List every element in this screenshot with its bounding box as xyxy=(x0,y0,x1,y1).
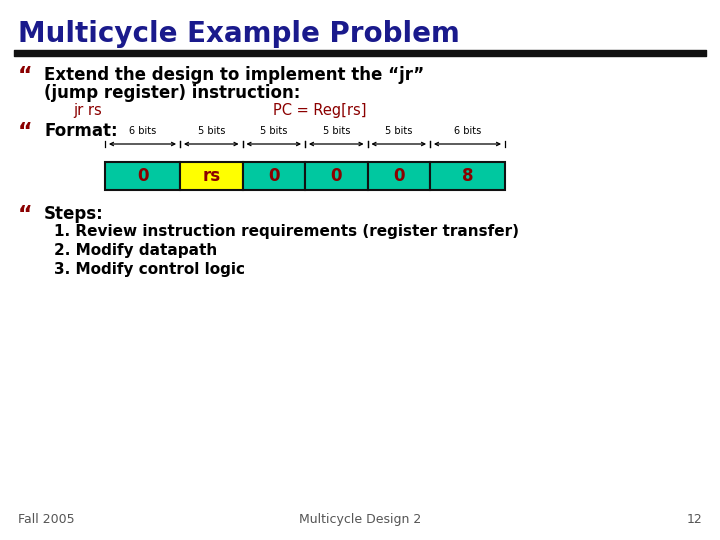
Text: PC = Reg[rs]: PC = Reg[rs] xyxy=(273,103,366,118)
Text: 5 bits: 5 bits xyxy=(260,126,287,136)
Bar xyxy=(243,162,305,190)
Text: 0: 0 xyxy=(137,167,148,185)
Text: 5 bits: 5 bits xyxy=(323,126,350,136)
Text: Multicycle Design 2: Multicycle Design 2 xyxy=(299,513,421,526)
Text: 5 bits: 5 bits xyxy=(385,126,413,136)
Text: 0: 0 xyxy=(268,167,279,185)
Text: Fall 2005: Fall 2005 xyxy=(18,513,75,526)
Bar xyxy=(367,162,430,190)
Text: rs: rs xyxy=(202,167,220,185)
Text: 1. Review instruction requirements (register transfer): 1. Review instruction requirements (regi… xyxy=(54,224,519,239)
Text: “: “ xyxy=(18,205,32,225)
Text: “: “ xyxy=(18,66,32,86)
Text: jr rs: jr rs xyxy=(73,103,102,118)
Text: 2. Modify datapath: 2. Modify datapath xyxy=(54,243,217,258)
Text: 12: 12 xyxy=(686,513,702,526)
Text: Format:: Format: xyxy=(44,122,117,140)
Text: 6 bits: 6 bits xyxy=(129,126,156,136)
Text: Steps:: Steps: xyxy=(44,205,104,223)
Text: 0: 0 xyxy=(393,167,405,185)
Text: 5 bits: 5 bits xyxy=(197,126,225,136)
Text: (jump register) instruction:: (jump register) instruction: xyxy=(44,84,300,102)
Text: 3. Modify control logic: 3. Modify control logic xyxy=(54,262,245,277)
Text: Extend the design to implement the “jr”: Extend the design to implement the “jr” xyxy=(44,66,424,84)
Text: “: “ xyxy=(18,122,32,142)
Text: 0: 0 xyxy=(330,167,342,185)
Bar xyxy=(430,162,505,190)
Text: Multicycle Example Problem: Multicycle Example Problem xyxy=(18,20,460,48)
Text: 6 bits: 6 bits xyxy=(454,126,481,136)
Bar xyxy=(180,162,243,190)
Bar xyxy=(305,162,367,190)
Text: 8: 8 xyxy=(462,167,473,185)
Bar xyxy=(105,162,180,190)
